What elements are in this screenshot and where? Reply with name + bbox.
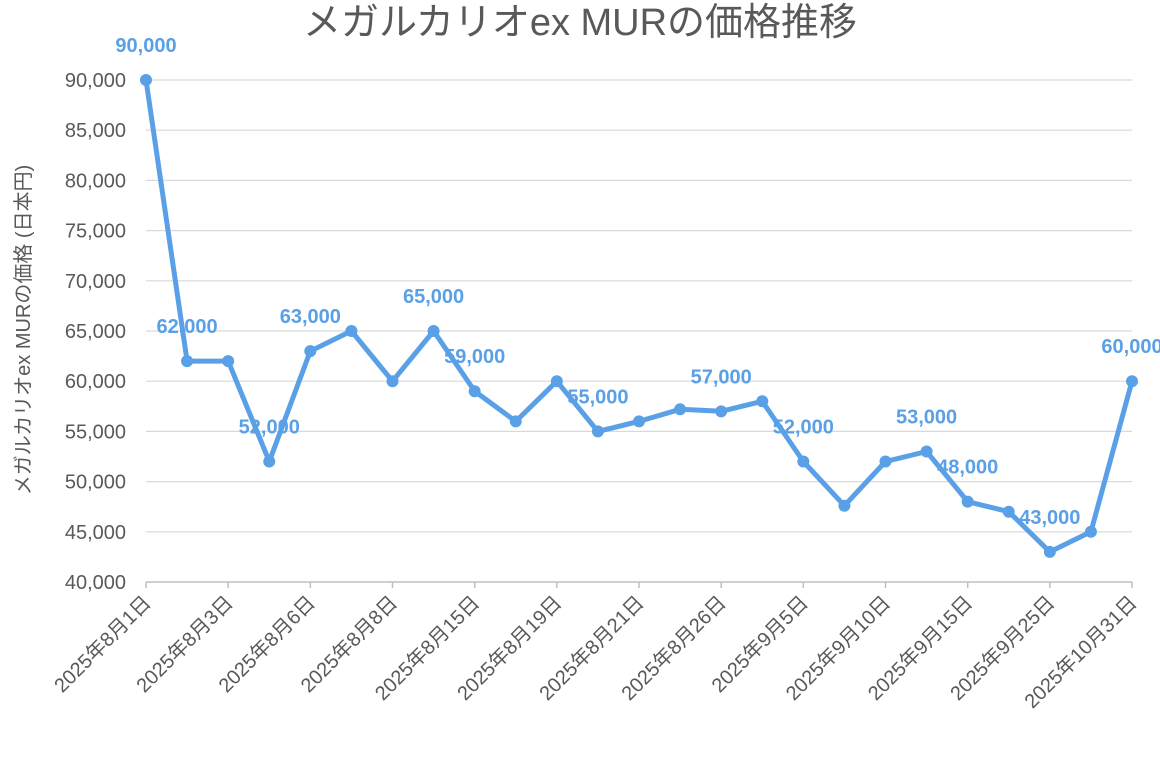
data-point: [838, 499, 851, 512]
data-point: [263, 455, 276, 468]
y-axis-ticks: 40,000 45,000 50,000 55,000 60,000 65,000 70,0…: [65, 70, 126, 594]
data-point: [920, 445, 933, 458]
y-tick-label: 80,000: [65, 170, 126, 192]
y-tick-label: 65,000: [65, 321, 126, 343]
y-tick-label: 50,000: [65, 472, 126, 494]
data-point: [468, 385, 481, 398]
data-point: [386, 375, 399, 388]
data-point: [222, 355, 235, 368]
data-point: [304, 345, 317, 358]
y-tick-label: 90,000: [65, 70, 126, 92]
data-point: [345, 325, 358, 337]
data-point: [1126, 375, 1138, 388]
data-point: [756, 395, 769, 408]
y-axis-label: メガルカリオex MURの価格 (日本円): [12, 165, 35, 496]
data-point: [633, 415, 645, 428]
grid-lines: [146, 79, 1132, 533]
data-point: [879, 455, 892, 468]
data-point: [961, 495, 974, 508]
y-tick-label: 85,000: [65, 120, 126, 142]
data-point: [509, 415, 522, 428]
data-point: [140, 74, 152, 86]
chart-title: メガルカリオex MURの価格推移: [302, 2, 858, 44]
series-points: [140, 74, 1138, 558]
data-label: 63,000: [280, 306, 341, 328]
y-tick-label: 75,000: [65, 221, 126, 243]
x-axis-ticks: 2025年8月1日2025年8月3日2025年8月6日2025年8月8日2025…: [50, 582, 1142, 713]
data-point: [1043, 545, 1056, 558]
data-label: 60,000: [1101, 336, 1160, 358]
data-point: [591, 425, 604, 438]
data-labels: 90,000 62,000 52,000 63,000 65,000 59,000 55,0…: [115, 35, 1160, 529]
y-tick-label: 60,000: [65, 371, 126, 393]
data-label: 57,000: [691, 366, 752, 388]
data-label: 55,000: [567, 386, 628, 408]
data-point: [1084, 525, 1097, 538]
data-point: [674, 403, 687, 416]
y-tick-label: 40,000: [65, 572, 126, 594]
data-point: [550, 375, 563, 388]
data-point: [427, 325, 440, 337]
data-point: [715, 405, 728, 418]
data-point: [181, 355, 194, 368]
data-label: 52,000: [239, 417, 300, 439]
data-label: 65,000: [403, 286, 464, 308]
data-label: 52,000: [773, 417, 834, 439]
y-tick-label: 55,000: [65, 421, 126, 443]
data-label: 90,000: [115, 35, 176, 57]
data-label: 53,000: [896, 406, 957, 428]
data-label: 59,000: [444, 346, 505, 368]
data-point: [1002, 505, 1015, 518]
data-point: [797, 455, 810, 468]
y-tick-label: 45,000: [65, 522, 126, 544]
data-label: 43,000: [1019, 507, 1080, 529]
y-tick-label: 70,000: [65, 271, 126, 293]
data-label: 48,000: [937, 457, 998, 479]
data-label: 62,000: [156, 316, 217, 338]
